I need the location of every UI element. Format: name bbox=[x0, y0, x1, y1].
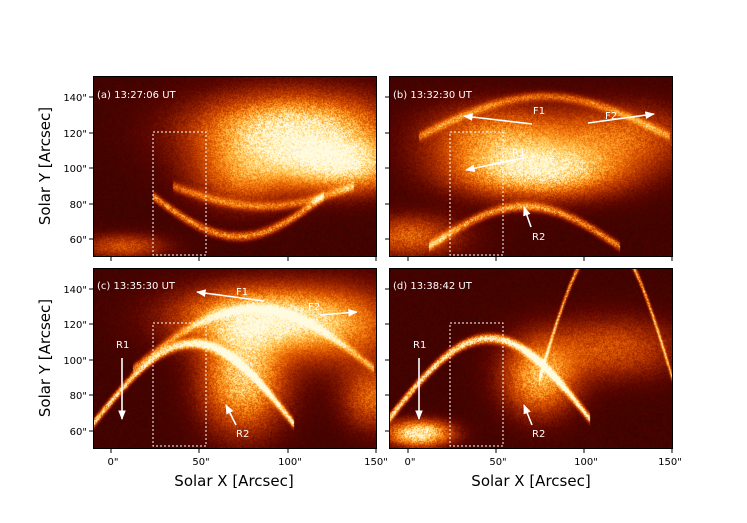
panel-b-title: (b) 13:32:30 UT bbox=[393, 90, 473, 101]
xlabel-left: Solar X [Arcsec] bbox=[174, 472, 293, 490]
panel-d-label-r2: R2 bbox=[532, 429, 545, 440]
panel-c-frame bbox=[93, 268, 377, 449]
panel-b-r2-arrow bbox=[523, 206, 532, 228]
panel-d-frame bbox=[389, 268, 673, 449]
panel-c-f1-arrow bbox=[196, 289, 265, 302]
xtick-c-50: 50" bbox=[192, 457, 209, 468]
y-tick-marks bbox=[89, 96, 389, 432]
panel-b-image bbox=[389, 76, 672, 256]
ytick-a-80: 80" bbox=[70, 200, 87, 211]
ytick-c-140: 140" bbox=[63, 285, 87, 296]
ylabel-top: Solar Y [Arcsec] bbox=[36, 107, 54, 225]
xtick-c-150: 150" bbox=[364, 457, 388, 468]
xtick-c-0: 0" bbox=[108, 457, 119, 468]
xtick-d-100: 100" bbox=[574, 457, 598, 468]
panel-b-label-r2: R2 bbox=[532, 232, 545, 243]
panel-d-r2-arrow bbox=[523, 404, 533, 426]
ytick-a-120: 120" bbox=[63, 129, 87, 140]
panel-b-frame bbox=[389, 76, 673, 257]
panel-b-label-r1: R1 bbox=[512, 148, 525, 159]
xtick-d-150: 150" bbox=[658, 457, 682, 468]
panel-c-f2-arrow bbox=[319, 308, 358, 317]
panel-b-label-f1: F1 bbox=[533, 106, 545, 117]
panel-b-r1-arrow bbox=[465, 156, 529, 172]
ytick-c-80: 80" bbox=[70, 391, 87, 402]
ytick-a-100: 100" bbox=[63, 164, 87, 175]
panel-a-frame bbox=[93, 76, 377, 257]
ytick-a-60: 60" bbox=[70, 235, 87, 246]
xtick-c-100: 100" bbox=[278, 457, 302, 468]
panel-a-roi-box bbox=[152, 131, 207, 256]
xtick-d-50: 50" bbox=[489, 457, 506, 468]
panel-c-label-f2: F2 bbox=[308, 302, 320, 313]
panel-c-label-r1: R1 bbox=[116, 340, 129, 351]
panel-b-label-f2: F2 bbox=[605, 111, 617, 122]
panel-c-r2-arrow bbox=[225, 404, 237, 426]
xlabel-right: Solar X [Arcsec] bbox=[471, 472, 590, 490]
panel-c-title: (c) 13:35:30 UT bbox=[97, 281, 176, 292]
panel-a-image bbox=[93, 76, 376, 256]
panel-b-f1-arrow bbox=[463, 113, 533, 125]
panel-d-title: (d) 13:38:42 UT bbox=[393, 281, 473, 292]
panel-b-roi-box bbox=[449, 131, 504, 256]
ytick-c-60: 60" bbox=[70, 427, 87, 438]
panel-a-title: (a) 13:27:06 UT bbox=[97, 90, 177, 101]
panel-c-image bbox=[93, 268, 376, 448]
ytick-a-140: 140" bbox=[63, 93, 87, 104]
ytick-c-100: 100" bbox=[63, 356, 87, 367]
panel-c-roi-box bbox=[152, 322, 207, 447]
panel-b-f2-arrow bbox=[587, 111, 655, 124]
x-tick-marks bbox=[110, 257, 673, 453]
panel-c-label-f1: F1 bbox=[236, 287, 248, 298]
panel-d-label-r1: R1 bbox=[413, 340, 426, 351]
ylabel-bottom: Solar Y [Arcsec] bbox=[36, 299, 54, 417]
xtick-d-0: 0" bbox=[405, 457, 416, 468]
ytick-c-120: 120" bbox=[63, 320, 87, 331]
panel-d-image bbox=[389, 268, 672, 448]
panel-d-roi-box bbox=[449, 322, 504, 447]
panel-c-label-r2: R2 bbox=[236, 429, 249, 440]
